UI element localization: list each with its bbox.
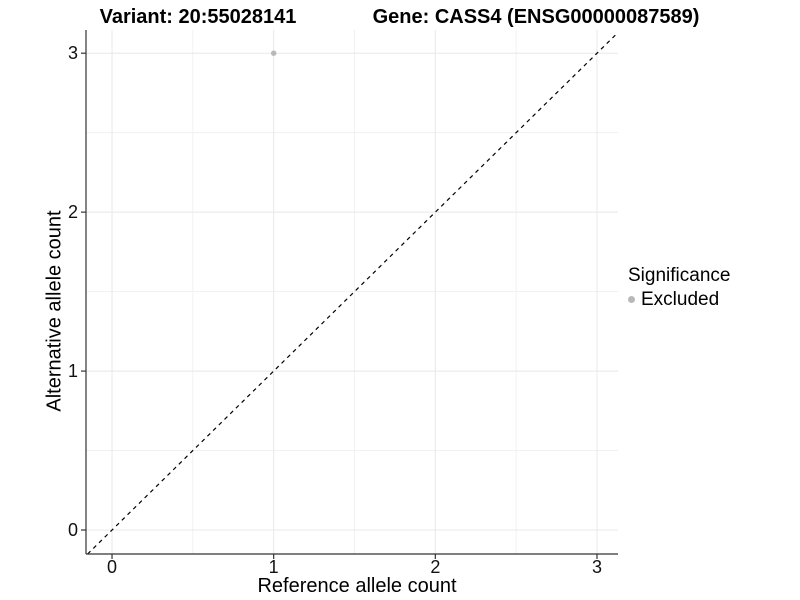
- x-tick-label: 0: [107, 557, 118, 577]
- x-tick-label: 1: [268, 557, 279, 577]
- y-tick-label: 2: [67, 202, 78, 223]
- legend-point-icon: [628, 296, 635, 303]
- data-point: [270, 50, 277, 56]
- y-tick-label: 0: [67, 520, 78, 540]
- legend: Significance Excluded: [628, 264, 730, 311]
- legend-item-label: Excluded: [641, 289, 720, 310]
- legend-item-excluded: Excluded: [628, 288, 730, 311]
- identity-reference-line: [87, 32, 619, 555]
- y-tick-label: 1: [67, 361, 78, 382]
- plot-title-variant: Variant: 20:55028141: [99, 6, 297, 28]
- legend-title: Significance: [628, 265, 731, 286]
- x-tick-label: 3: [591, 557, 602, 577]
- y-axis-title: Alternative allele count: [43, 210, 66, 412]
- y-tick-label: 3: [67, 43, 78, 64]
- x-tick-label: 2: [430, 557, 441, 577]
- x-axis-title: Reference allele count: [257, 575, 457, 597]
- plot-title-gene: Gene: CASS4 (ENSG00000087589): [372, 6, 700, 28]
